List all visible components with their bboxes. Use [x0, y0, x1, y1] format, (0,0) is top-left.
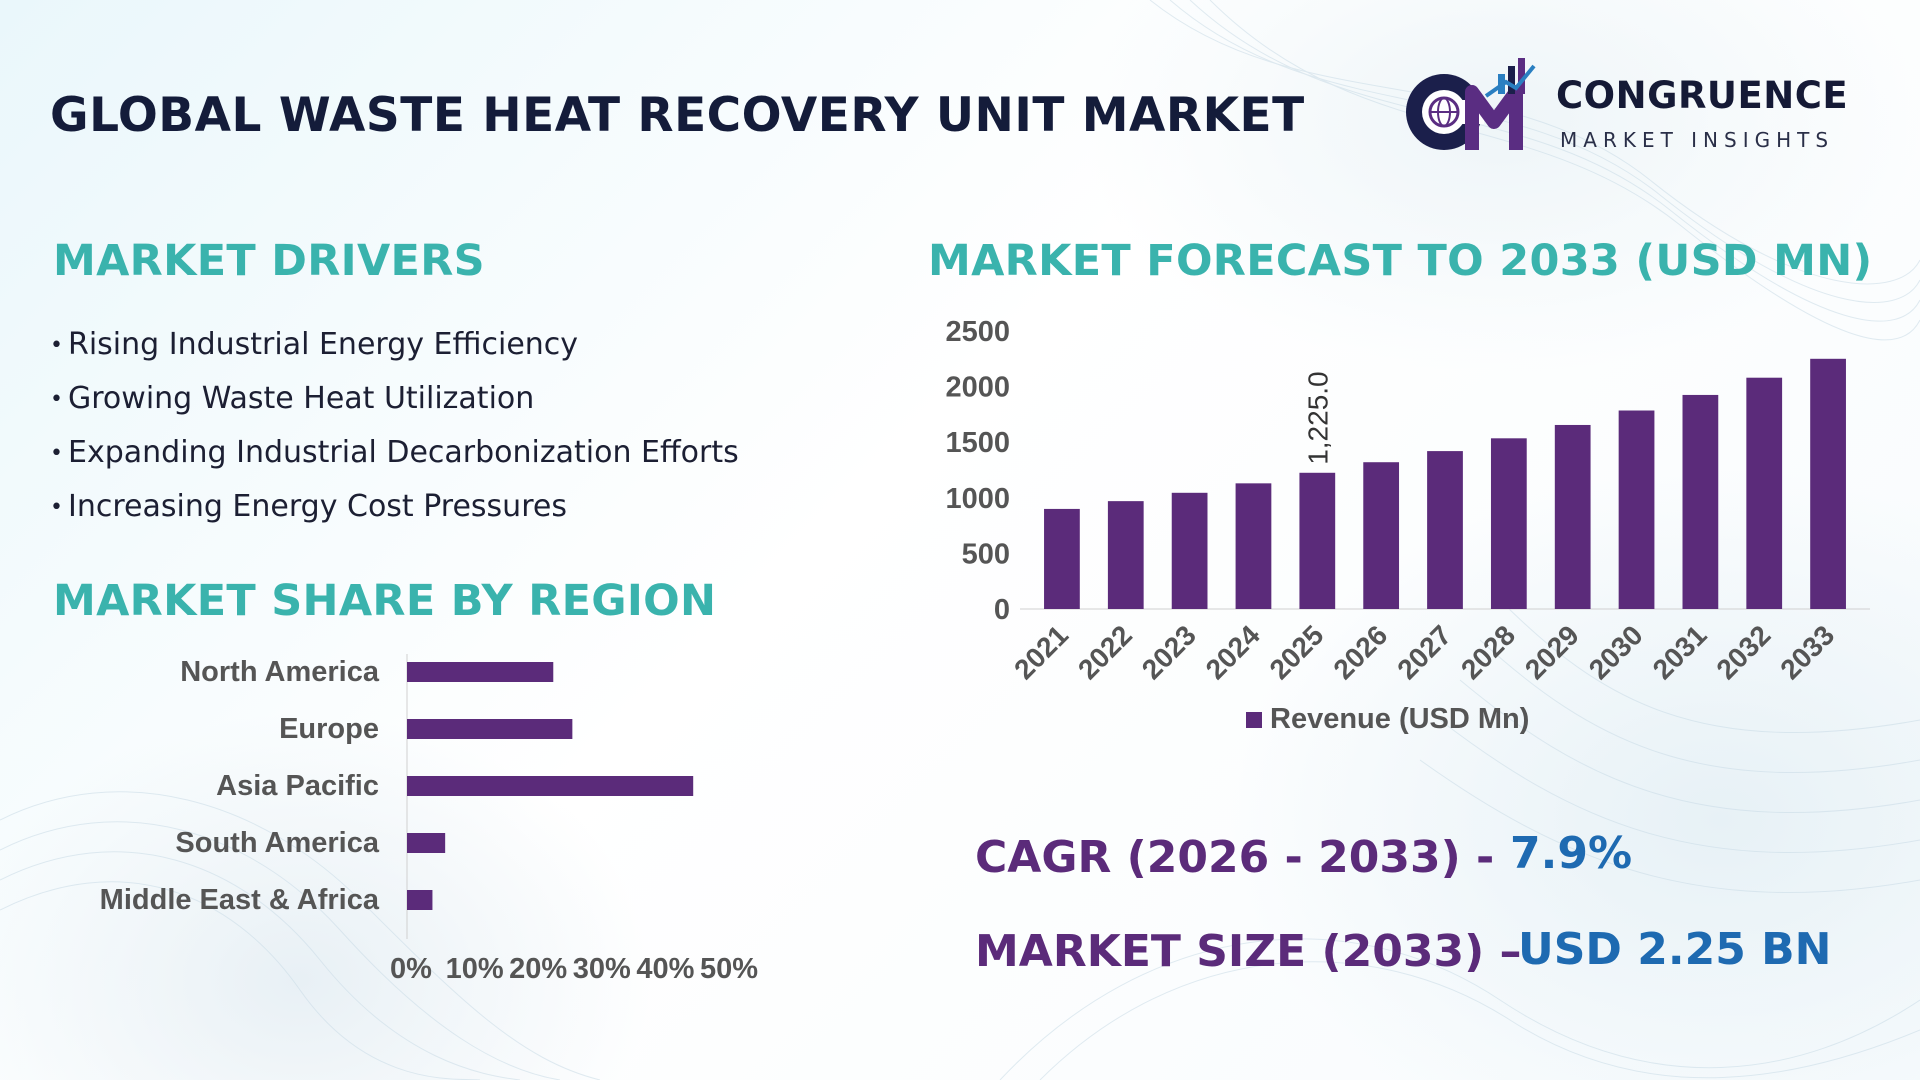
forecast-chart: 0 500 1000 1500 2000 2500 20212022202320242025…: [945, 316, 1870, 735]
forecast-bar: [1490, 438, 1527, 609]
forecast-bar: [1682, 394, 1719, 609]
bullet-icon: •: [50, 440, 63, 466]
forecast-bar: [1810, 358, 1846, 609]
forecast-bar: [1299, 472, 1336, 609]
x-tick-label: 2031: [1647, 619, 1713, 685]
x-tick-label: 2022: [1072, 619, 1138, 685]
legend-label: Revenue (USD Mn): [1270, 703, 1529, 735]
logo-tagline: MARKET INSIGHTS: [1560, 128, 1835, 152]
forecast-bar: [1171, 492, 1208, 609]
region-bar: [407, 890, 433, 910]
y-tick-label: 1000: [945, 483, 1010, 515]
list-item: • Rising Industrial Energy Efficiency: [50, 322, 739, 376]
x-tick-label: 2023: [1136, 619, 1202, 685]
x-tick-label: 2024: [1200, 619, 1266, 685]
x-tick-label: 2026: [1327, 619, 1393, 685]
cagr-label: CAGR (2026 - 2033) -: [975, 832, 1495, 883]
forecast-bar: [1235, 483, 1272, 609]
data-label: 1,225.0: [1302, 371, 1333, 464]
driver-text: Growing Waste Heat Utilization: [68, 381, 535, 416]
legend-swatch: [1246, 712, 1262, 728]
page-title: GLOBAL WASTE HEAT RECOVERY UNIT MARKET: [50, 88, 1305, 143]
forecast-heading: MARKET FORECAST TO 2033 (USD MN): [928, 236, 1873, 286]
forecast-bar: [1044, 508, 1080, 609]
x-tick-label: 2029: [1519, 619, 1585, 685]
region-share-chart: North America Europe Asia Pacific South Ame…: [100, 654, 758, 985]
list-item: • Increasing Energy Cost Pressures: [50, 484, 739, 538]
x-tick-label: 2025: [1264, 619, 1330, 685]
x-tick-label: 2032: [1711, 619, 1777, 685]
x-tick-label: 30%: [573, 953, 631, 985]
forecast-bar: [1554, 424, 1591, 609]
y-tick-label: 2000: [945, 372, 1010, 404]
x-tick-label: 2030: [1583, 619, 1649, 685]
driver-text: Rising Industrial Energy Efficiency: [68, 327, 579, 362]
x-tick-label: 50%: [700, 953, 758, 985]
x-tick-label: 2028: [1455, 619, 1521, 685]
y-tick-label: 2500: [945, 316, 1010, 348]
region-label: South America: [175, 827, 379, 859]
x-tick-label: 0%: [390, 953, 432, 985]
cagr-value: 7.9%: [1510, 828, 1633, 879]
y-tick-label: 1500: [945, 427, 1010, 459]
region-heading: MARKET SHARE BY REGION: [53, 576, 717, 626]
forecast-bar: [1618, 410, 1655, 609]
company-logo: CONGRUENCE MARKET INSIGHTS: [1402, 52, 1882, 162]
forecast-bar: [1363, 462, 1400, 609]
region-bar: [407, 776, 694, 796]
list-item: • Expanding Industrial Decarbonization Ef…: [50, 430, 739, 484]
region-label: Middle East & Africa: [100, 884, 380, 916]
x-tick-label: 2021: [1008, 619, 1074, 685]
region-bar: [407, 662, 554, 682]
forecast-bar: [1107, 501, 1144, 609]
logo-name: CONGRUENCE: [1556, 74, 1849, 117]
region-label: North America: [180, 656, 380, 688]
x-tick-label: 10%: [446, 953, 504, 985]
market-size-label: MARKET SIZE (2033) –: [975, 926, 1522, 977]
x-tick-label: 2027: [1391, 619, 1457, 685]
region-label: Europe: [279, 713, 379, 745]
region-label: Asia Pacific: [216, 770, 379, 802]
region-bar: [407, 719, 573, 739]
congruence-logo-icon: [1406, 58, 1536, 150]
y-tick-label: 0: [994, 594, 1010, 626]
x-tick-label: 2033: [1774, 619, 1840, 685]
drivers-list: • Rising Industrial Energy Efficiency • Gr…: [50, 322, 739, 538]
drivers-heading: MARKET DRIVERS: [53, 236, 485, 286]
forecast-bar: [1427, 451, 1463, 609]
bullet-icon: •: [50, 494, 63, 520]
forecast-bar: [1746, 377, 1783, 609]
driver-text: Expanding Industrial Decarbonization Eff…: [68, 435, 739, 470]
driver-text: Increasing Energy Cost Pressures: [68, 489, 567, 524]
x-tick-label: 40%: [636, 953, 694, 985]
y-tick-label: 500: [962, 538, 1010, 570]
bullet-icon: •: [50, 332, 63, 358]
x-tick-label: 20%: [509, 953, 567, 985]
list-item: • Growing Waste Heat Utilization: [50, 376, 739, 430]
market-size-value: USD 2.25 BN: [1518, 924, 1832, 975]
bullet-icon: •: [50, 386, 63, 412]
region-bar: [407, 833, 446, 853]
